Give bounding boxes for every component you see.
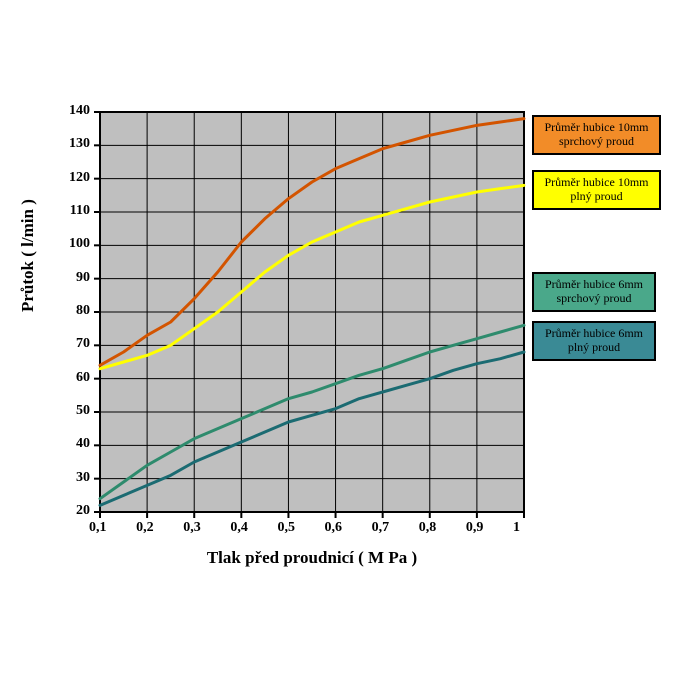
x-tick-label: 0,2 bbox=[136, 520, 154, 536]
y-axis-label: Průtok ( l/min ) bbox=[18, 199, 38, 312]
y-tick-label: 110 bbox=[70, 203, 90, 219]
y-tick-label: 50 bbox=[76, 403, 90, 419]
x-tick-label: 0,9 bbox=[466, 520, 484, 536]
y-tick-label: 140 bbox=[69, 103, 90, 119]
y-tick-label: 80 bbox=[76, 303, 90, 319]
x-tick-label: 0,6 bbox=[325, 520, 343, 536]
x-tick-label: 0,3 bbox=[183, 520, 201, 536]
y-tick-label: 130 bbox=[69, 136, 90, 152]
y-tick-label: 120 bbox=[69, 170, 90, 186]
y-tick-label: 90 bbox=[76, 270, 90, 286]
legend-10mm-spray: Průměr hubice 10mmsprchový proud bbox=[532, 115, 661, 155]
x-axis-label: Tlak před proudnicí ( M Pa ) bbox=[207, 548, 417, 568]
x-tick-label: 0,7 bbox=[372, 520, 390, 536]
x-tick-label: 1 bbox=[513, 520, 520, 536]
legend-6mm-full: Průměr hubice 6mmplný proud bbox=[532, 321, 656, 361]
x-tick-label: 0,4 bbox=[230, 520, 248, 536]
x-tick-label: 0,8 bbox=[419, 520, 437, 536]
x-tick-label: 0,1 bbox=[89, 520, 107, 536]
y-tick-label: 40 bbox=[76, 436, 90, 452]
x-tick-label: 0,5 bbox=[277, 520, 295, 536]
y-tick-label: 60 bbox=[76, 370, 90, 386]
y-tick-label: 100 bbox=[69, 236, 90, 252]
legend-10mm-full: Průměr hubice 10mmplný proud bbox=[532, 170, 661, 210]
y-tick-label: 70 bbox=[76, 336, 90, 352]
legend-6mm-spray: Průměr hubice 6mmsprchový proud bbox=[532, 272, 656, 312]
y-tick-label: 30 bbox=[76, 470, 90, 486]
chart-container: { "chart": { "type": "line", "background… bbox=[0, 0, 700, 700]
y-tick-label: 20 bbox=[76, 503, 90, 519]
